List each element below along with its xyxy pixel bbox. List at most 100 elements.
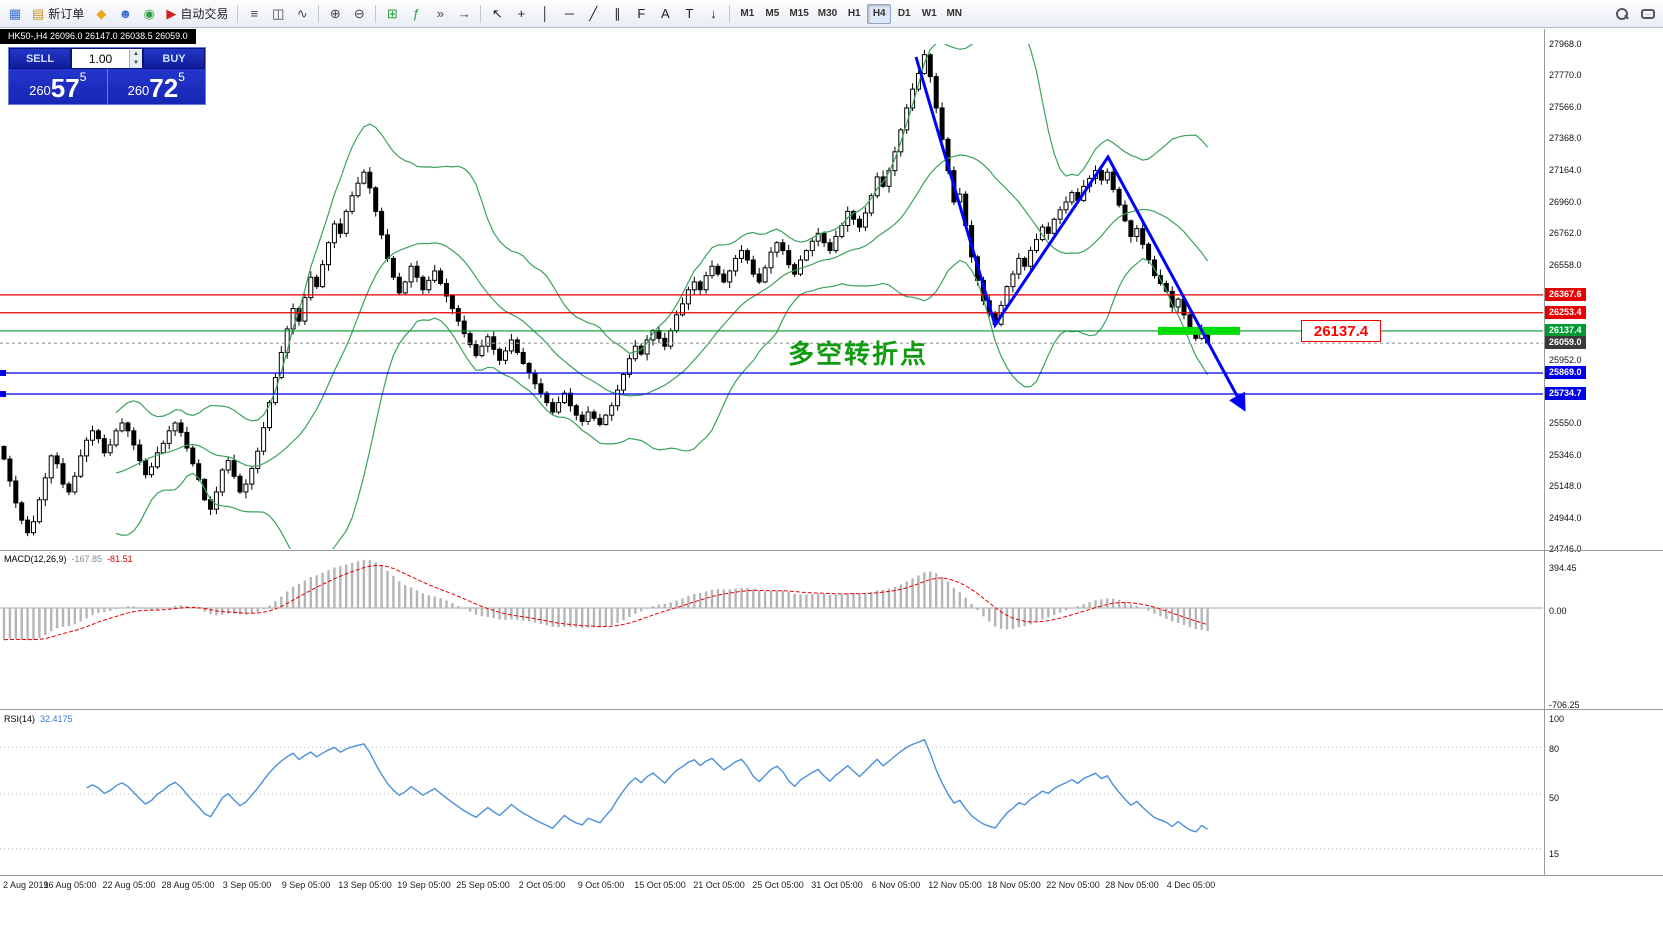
auto-scroll-icon: » (436, 6, 444, 21)
community-icon[interactable]: ◉ (138, 3, 160, 25)
price-callout-label[interactable]: 26137.4 (1301, 320, 1381, 342)
date-axis-label: 6 Nov 05:00 (871, 880, 921, 890)
indicator-axis-label: 394.45 (1549, 563, 1577, 573)
timeframe-m30[interactable]: M30 (817, 8, 838, 19)
chat-icon[interactable]: … (1637, 3, 1659, 25)
tile-windows-icon[interactable]: ⊞ (381, 3, 403, 25)
volume-down-icon[interactable]: ▼ (130, 58, 142, 68)
price-axis-label: 27770.0 (1549, 70, 1582, 81)
chart-window-icon[interactable]: ▦ (4, 3, 26, 25)
chart-annotation-text[interactable]: 多空转折点 (788, 339, 929, 369)
panel-separator[interactable] (0, 550, 1663, 551)
channel-icon[interactable]: ∥ (606, 3, 628, 25)
vertical-line-icon[interactable]: │ (534, 3, 556, 25)
community-icon: ◉ (143, 6, 155, 21)
sell-price-big: 57 (50, 73, 80, 103)
price-tag-26253.4[interactable]: 26253.4 (1545, 305, 1586, 319)
chart-shift-icon[interactable]: → (453, 3, 475, 25)
price-tag-25869.0[interactable]: 25869.0 (1545, 365, 1586, 379)
macd-panel[interactable] (0, 551, 1543, 708)
price-tag-25734.7[interactable]: 25734.7 (1545, 387, 1586, 401)
rsi-value: 32.4175 (40, 714, 73, 724)
label-icon[interactable]: T (678, 3, 700, 25)
date-axis-label: 21 Oct 05:00 (693, 880, 745, 890)
timeframe-h4[interactable]: H4 (867, 3, 892, 24)
volume-spinner[interactable]: ▲ ▼ (129, 49, 142, 68)
rsi-label: RSI(14) 32.4175 (4, 714, 73, 724)
price-axis-label: 26960.0 (1549, 196, 1582, 207)
date-axis-label: 22 Nov 05:00 (1046, 880, 1100, 890)
indicator-axis-label: 50 (1549, 793, 1560, 803)
timeframe-m15[interactable]: M15 (789, 8, 809, 19)
date-axis-label: 28 Nov 05:00 (1105, 880, 1159, 890)
price-axis-label: 25346.0 (1549, 449, 1582, 460)
profile-icon[interactable]: ☻ (114, 3, 136, 25)
date-axis-label: 15 Oct 05:00 (634, 880, 686, 890)
chart-shift-icon: → (457, 6, 471, 21)
date-axis-label: 28 Aug 05:00 (161, 880, 215, 890)
cursor-icon[interactable]: ↖ (486, 3, 508, 25)
text-icon[interactable]: A (654, 3, 676, 25)
timeframe-w1[interactable]: W1 (921, 8, 937, 19)
arrows-icon[interactable]: ↓ (702, 3, 724, 25)
sell-price-small: 260 (29, 83, 51, 98)
timeframe-m5[interactable]: M5 (765, 8, 780, 19)
buy-price[interactable]: 260 72 5 (108, 69, 206, 104)
autotrade-button-label: 自动交易 (180, 7, 229, 21)
date-axis-label: 13 Sep 05:00 (338, 880, 392, 890)
candlestick-chart-icon[interactable]: ◫ (267, 3, 289, 25)
buy-price-big: 72 (149, 73, 179, 103)
price-tag-26059.0[interactable]: 26059.0 (1545, 336, 1586, 350)
timeframe-toolbar: M1 M5 M15 M30 H1 H4 D1 W1 MN (735, 3, 966, 24)
price-axis[interactable]: 26367.6 26253.4 26137.4 26059.0 25869.0 25734… (1545, 29, 1663, 876)
volume-up-icon[interactable]: ▲ (130, 49, 142, 59)
date-axis-label: 18 Nov 05:00 (987, 880, 1041, 890)
toolbar-separator (480, 4, 482, 23)
date-axis-label: 2 Aug 2019 (3, 880, 49, 890)
timeframe-d1[interactable]: D1 (897, 8, 911, 19)
line-chart-icon[interactable]: ∿ (291, 3, 313, 25)
macd-name: MACD(12,26,9) (4, 554, 67, 564)
channel-icon: ∥ (614, 6, 621, 21)
line-chart-icon: ∿ (296, 6, 308, 21)
crosshair-icon[interactable]: + (510, 3, 532, 25)
rsi-panel[interactable] (0, 711, 1543, 874)
price-tag-26367.6[interactable]: 26367.6 (1545, 287, 1586, 301)
indicator-axis-label: 100 (1549, 714, 1565, 724)
autotrade-button[interactable]: ▶ 自动交易 (162, 3, 232, 25)
sell-button[interactable]: SELL (9, 48, 71, 69)
search-icon[interactable] (1611, 3, 1633, 25)
panel-separator[interactable] (0, 709, 1663, 710)
indicators-icon[interactable]: ƒ (405, 3, 427, 25)
axis-separator (0, 875, 1663, 876)
fibonacci-icon[interactable]: F (630, 3, 652, 25)
volume-input[interactable]: 1.00 ▲ ▼ (71, 48, 143, 69)
bar-chart-icon: ≡ (250, 6, 259, 21)
zoom-out-icon[interactable]: ⊖ (348, 3, 370, 25)
favorites-icon[interactable]: ◆ (90, 3, 112, 25)
tile-windows-icon: ⊞ (386, 6, 398, 21)
buy-price-sup: 5 (178, 70, 185, 84)
favorites-icon: ◆ (96, 6, 107, 21)
sell-price[interactable]: 260 57 5 (9, 69, 107, 104)
volume-value[interactable]: 1.00 (88, 51, 113, 66)
buy-button[interactable]: BUY (143, 48, 205, 69)
date-axis-label: 16 Aug 05:00 (43, 880, 97, 890)
arrows-icon: ↓ (710, 6, 717, 21)
price-tag-26137.4[interactable]: 26137.4 (1545, 323, 1586, 337)
trendline-icon[interactable]: ╱ (582, 3, 604, 25)
bar-chart-icon[interactable]: ≡ (243, 3, 265, 25)
horizontal-line-icon[interactable]: ─ (558, 3, 580, 25)
macd-label: MACD(12,26,9) -167.85 -81.51 (4, 554, 133, 564)
auto-scroll-icon[interactable]: » (429, 3, 451, 25)
chart-window-icon: ▦ (8, 6, 22, 21)
timeframe-h1[interactable]: H1 (847, 8, 861, 19)
zoom-in-icon[interactable]: ⊕ (324, 3, 346, 25)
timeframe-m1[interactable]: M1 (740, 8, 755, 19)
price-chart[interactable] (0, 44, 1543, 549)
price-axis-label: 27566.0 (1549, 102, 1582, 112)
date-axis-label: 3 Sep 05:00 (222, 880, 272, 890)
new-order-button[interactable]: ▤ 新订单 (28, 3, 88, 25)
timeframe-mn[interactable]: MN (946, 8, 963, 19)
profile-icon: ☻ (118, 6, 133, 21)
